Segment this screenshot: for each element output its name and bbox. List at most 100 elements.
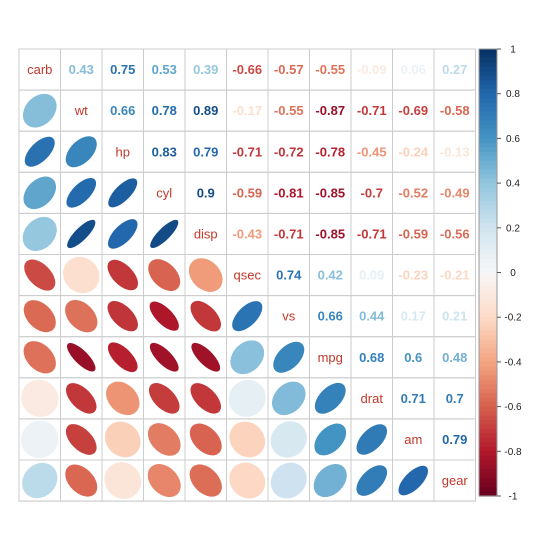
colorbar-segment <box>479 196 497 202</box>
correlation-ellipse <box>190 383 222 414</box>
correlation-value: -0.78 <box>315 144 345 159</box>
colorbar-segment <box>479 142 497 148</box>
colorbar-segment <box>479 133 497 139</box>
correlation-ellipse <box>150 219 179 249</box>
correlation-ellipse <box>314 382 346 414</box>
correlation-value: 0.78 <box>152 103 177 118</box>
correlation-ellipse <box>65 424 97 455</box>
colorbar-segment <box>479 138 497 144</box>
colorbar-segment <box>479 317 497 323</box>
colorbar-segment <box>479 370 497 376</box>
correlation-value: -0.59 <box>232 185 262 200</box>
correlation-value: -0.13 <box>440 144 470 159</box>
colorbar-segment <box>479 402 497 408</box>
correlation-value: -0.23 <box>398 268 428 283</box>
colorbar-segment <box>479 200 497 207</box>
correlation-ellipse <box>23 300 56 333</box>
colorbar-segment <box>479 326 497 332</box>
colorbar-segment <box>479 491 497 497</box>
correlation-value: -0.71 <box>357 226 387 241</box>
correlation-value: 0.43 <box>69 62 94 77</box>
variable-label-disp: disp <box>194 226 218 241</box>
colorbar-tick-label: -0.4 <box>504 357 522 368</box>
variable-label-vs: vs <box>282 309 296 324</box>
correlation-ellipse <box>65 136 97 168</box>
correlation-value: 0.39 <box>193 62 218 77</box>
correlation-ellipse <box>190 300 222 332</box>
colorbar-segment <box>479 290 497 296</box>
colorbar-segment <box>479 335 497 341</box>
correlation-ellipse <box>23 341 56 374</box>
correlation-value: -0.52 <box>398 185 428 200</box>
colorbar-segment <box>479 294 497 300</box>
colorbar-segment <box>479 218 497 224</box>
colorbar-segment <box>479 205 497 211</box>
correlation-ellipse <box>228 379 266 417</box>
correlation-value: -0.45 <box>357 144 387 159</box>
correlation-value: -0.43 <box>232 226 262 241</box>
colorbar-segment <box>479 192 497 198</box>
colorbar-segment <box>479 187 497 193</box>
variable-label-am: am <box>404 432 422 447</box>
colorbar-tick-label: -0.2 <box>504 313 522 324</box>
correlation-ellipse <box>189 464 222 497</box>
correlation-value: -0.71 <box>232 144 262 159</box>
correlation-ellipse <box>148 259 181 292</box>
colorbar-segment <box>479 285 497 291</box>
matrix-cells: carb 0.43 0.75 0.53 0.39 -0.66 -0.57 -0.55 -0.09… <box>18 48 476 502</box>
correlation-value: 0.09 <box>359 268 384 283</box>
colorbar-segment <box>479 245 497 251</box>
correlation-ellipse <box>107 300 138 332</box>
colorbar-segment <box>479 62 497 68</box>
correlation-ellipse <box>188 258 223 292</box>
colorbar-segment <box>479 299 497 305</box>
correlation-value: -0.87 <box>315 103 345 118</box>
correlation-ellipse <box>271 381 306 416</box>
colorbar-segment <box>479 89 497 95</box>
correlation-ellipse <box>191 342 221 372</box>
correlation-ellipse <box>23 176 57 210</box>
colorbar-segment <box>479 53 497 59</box>
colorbar-segment <box>479 80 497 86</box>
colorbar-segment <box>479 366 497 372</box>
correlation-ellipse <box>63 256 100 294</box>
colorbar-tick-label: -0.6 <box>504 402 522 413</box>
colorbar-segment <box>479 478 497 484</box>
colorbar-segment <box>479 276 497 283</box>
colorbar-segment <box>479 308 497 314</box>
colorbar-segment <box>479 469 497 475</box>
correlation-value: 0.6 <box>404 350 422 365</box>
colorbar-segment <box>479 259 497 265</box>
correlation-ellipse <box>356 465 388 496</box>
correlation-ellipse <box>67 219 96 249</box>
colorbar-segment <box>479 455 497 461</box>
correlation-value: 0.48 <box>442 350 467 365</box>
correlation-ellipse <box>65 383 97 414</box>
colorbar-segment <box>479 102 497 108</box>
correlation-ellipse <box>398 465 429 496</box>
correlation-ellipse <box>22 216 57 251</box>
correlation-ellipse <box>65 464 98 497</box>
colorbar-segment <box>479 352 497 359</box>
correlation-ellipse <box>270 462 307 499</box>
correlation-value: 0.06 <box>401 62 426 77</box>
colorbar-segment <box>479 254 497 260</box>
correlation-ellipse <box>313 463 347 498</box>
colorbar-segment <box>479 473 497 479</box>
correlation-ellipse <box>108 178 138 208</box>
correlation-value: -0.81 <box>274 185 304 200</box>
correlation-value: 0.44 <box>359 309 385 324</box>
correlation-value: 0.27 <box>442 62 467 77</box>
colorbar-tick-label: 1 <box>510 45 516 56</box>
correlation-value: 0.79 <box>442 432 467 447</box>
colorbar-segment <box>479 406 497 412</box>
correlation-ellipse <box>232 301 263 332</box>
colorbar-tick-label: 0.8 <box>506 89 520 100</box>
correlation-ellipse <box>65 299 98 333</box>
colorbar-segment <box>479 174 497 180</box>
correlation-ellipse <box>147 464 181 498</box>
colorbar-segment <box>479 460 497 466</box>
colorbar-segment <box>479 388 497 394</box>
colorbar-segment <box>479 361 497 367</box>
colorbar-segment <box>479 165 497 171</box>
